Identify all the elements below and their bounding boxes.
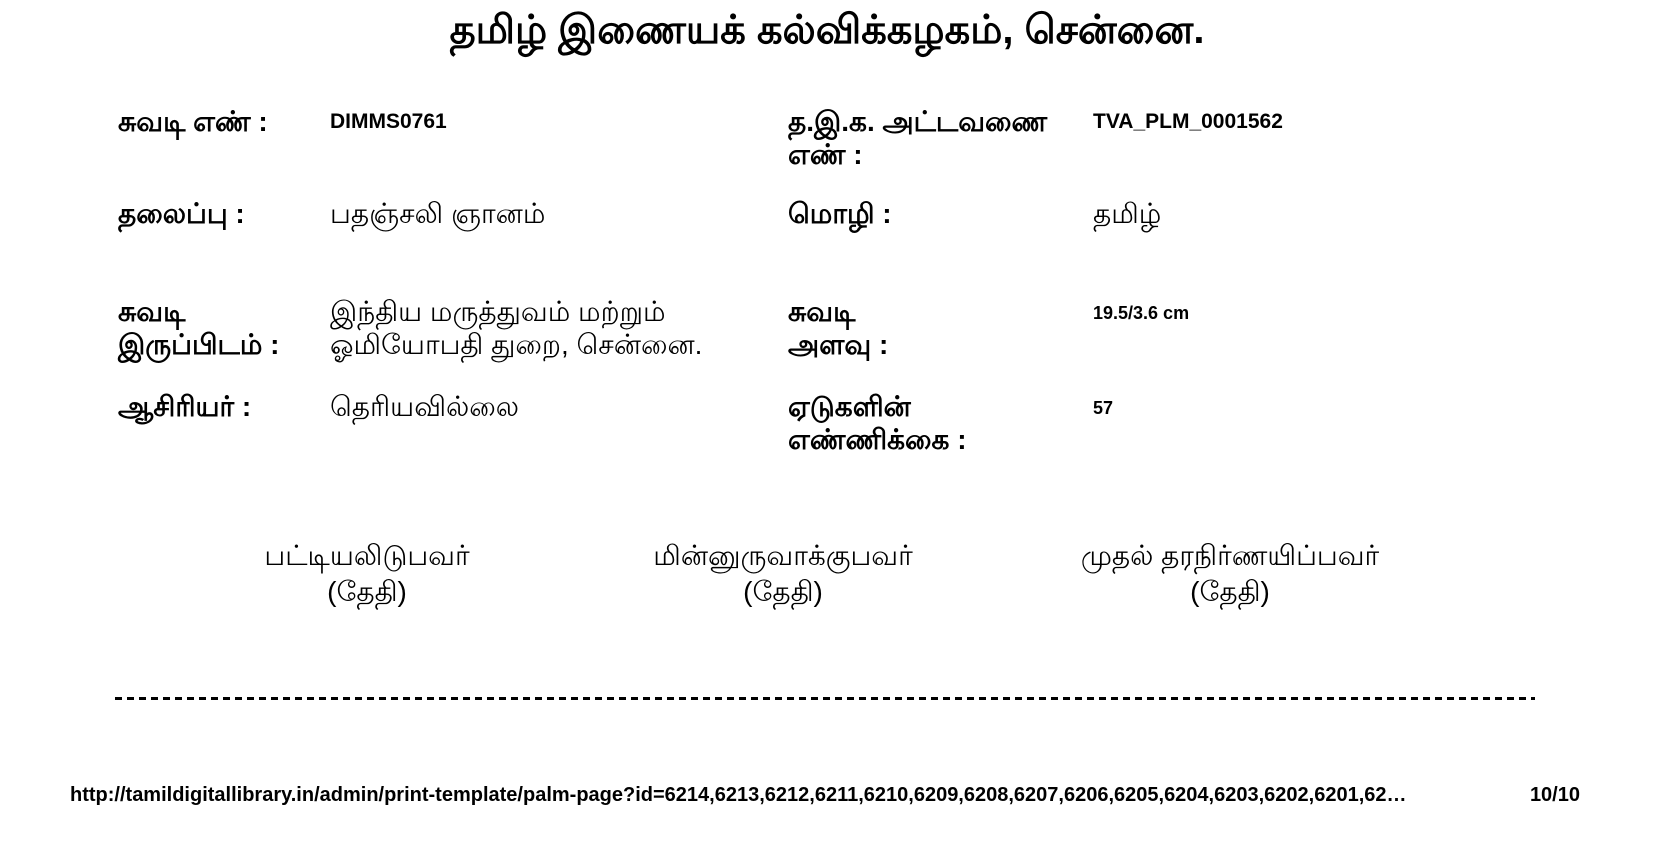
signature-digitizer: மின்னுருவாக்குபவர் (தேதி) xyxy=(653,538,912,610)
signature-date-label: (தேதி) xyxy=(1190,576,1270,607)
field-label-language: மொழி : xyxy=(788,198,892,229)
print-footer: http://tamildigitallibrary.in/admin/prin… xyxy=(70,784,1580,807)
field-value-leaf-count: 57 xyxy=(1093,398,1114,418)
field-value-manuscript-location: இந்திய மருத்துவம் மற்றும் ஓமியோபதி துறை,… xyxy=(330,296,703,360)
field-value-language: தமிழ் xyxy=(1093,198,1162,229)
field-label-author: ஆசிரியர் : xyxy=(118,391,252,422)
footer-page-number: 10/10 xyxy=(1529,784,1580,806)
signature-cataloguer: பட்டியலிடுபவர் (தேதி) xyxy=(264,538,469,610)
field-value-title: பதஞ்சலி ஞானம் xyxy=(330,198,546,229)
signature-first-quality-assessor: முதல் தரநிர்ணயிப்பவர் (தேதி) xyxy=(1081,538,1379,610)
signature-role: முதல் தரநிர்ணயிப்பவர் xyxy=(1080,540,1380,571)
field-value-author: தெரியவில்லை xyxy=(330,391,520,422)
field-label-leaf-count: ஏடுகளின் எண்ணிக்கை : xyxy=(788,391,967,455)
field-label-title: தலைப்பு : xyxy=(118,198,245,229)
signature-role: பட்டியலிடுபவர் xyxy=(264,540,470,571)
signature-date-label: (தேதி) xyxy=(743,576,823,607)
page-title: தமிழ் இணையக் கல்விக்கழகம், சென்னை. xyxy=(449,8,1205,52)
field-value-manuscript-number: DIMMS0761 xyxy=(330,110,447,133)
footer-url: http://tamildigitallibrary.in/admin/prin… xyxy=(70,784,1407,806)
signature-date-label: (தேதி) xyxy=(327,576,407,607)
field-label-manuscript-number: சுவடி எண் : xyxy=(118,106,268,137)
dashed-separator-line xyxy=(115,697,1535,700)
field-label-manuscript-location: சுவடி இருப்பிடம் : xyxy=(118,296,280,360)
field-label-manuscript-size: சுவடி அளவு : xyxy=(788,296,889,360)
field-value-manuscript-size: 19.5/3.6 cm xyxy=(1093,303,1190,323)
signature-role: மின்னுருவாக்குபவர் xyxy=(653,540,913,571)
field-value-catalogue-number: TVA_PLM_0001562 xyxy=(1093,110,1283,133)
field-label-catalogue-number: த.இ.க. அட்டவணை எண் : xyxy=(788,106,1048,170)
